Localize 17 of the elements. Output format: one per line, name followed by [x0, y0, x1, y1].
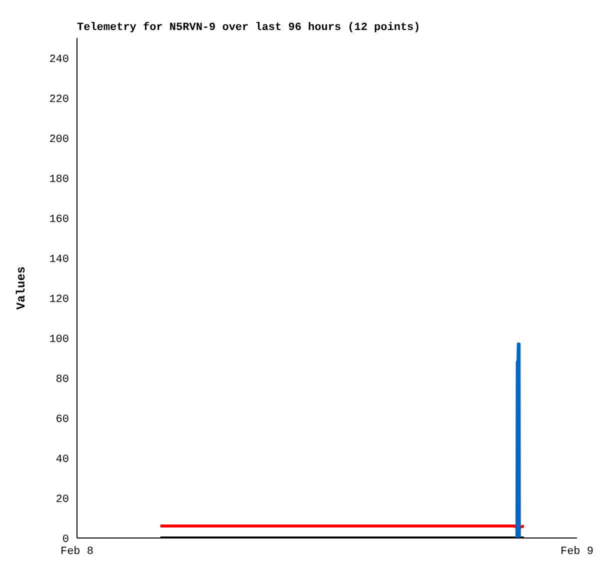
x-tick-label: Feb 8 [60, 546, 94, 558]
y-tick-label: 220 [49, 94, 69, 106]
y-tick-label: 60 [56, 414, 69, 426]
y-tick-label: 40 [56, 454, 69, 466]
y-axis-title: Values [14, 266, 28, 310]
y-tick-label: 120 [49, 294, 69, 306]
y-tick-label: 0 [62, 534, 69, 546]
y-tick-label: 180 [49, 174, 69, 186]
y-tick-label: 80 [56, 374, 69, 386]
y-tick-label: 240 [49, 54, 69, 66]
chart-title: Telemetry for N5RVN-9 over last 96 hours (12 points) [77, 22, 420, 34]
y-tick-label: 160 [49, 214, 69, 226]
y-tick-label: 140 [49, 254, 69, 266]
y-tick-label: 100 [49, 334, 69, 346]
y-tick-label: 200 [49, 134, 69, 146]
x-tick-label: Feb 9 [560, 546, 594, 558]
y-tick-label: 20 [56, 494, 69, 506]
